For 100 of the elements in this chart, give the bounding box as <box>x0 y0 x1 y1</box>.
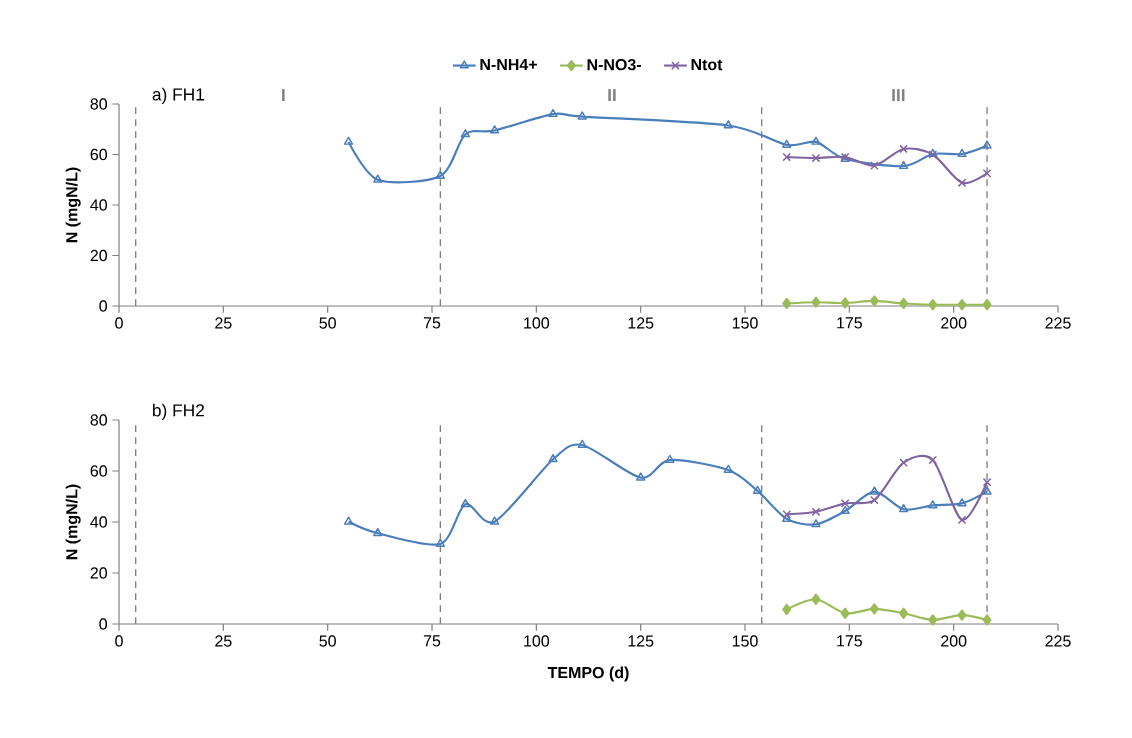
point <box>957 148 967 157</box>
point <box>577 111 587 120</box>
point <box>899 607 909 619</box>
y-tick-label: 80 <box>90 414 108 426</box>
point <box>957 498 967 507</box>
point <box>723 464 733 473</box>
point <box>899 297 909 310</box>
y-axis-title: N (mgN/L) <box>65 167 81 243</box>
point <box>869 295 879 307</box>
x-tick-label: 75 <box>423 317 441 329</box>
x-tick-label: 50 <box>319 635 336 647</box>
x-axis-title: TEMPO (d) <box>547 666 629 682</box>
y-tick-label: 60 <box>90 465 108 477</box>
point <box>982 140 992 149</box>
point <box>489 125 500 134</box>
point <box>957 515 967 525</box>
y-tick-label: 0 <box>99 618 108 630</box>
x-tick-label: 175 <box>837 317 862 329</box>
point <box>870 161 879 170</box>
point <box>343 136 354 145</box>
point <box>899 458 908 467</box>
x-tick-label: 50 <box>319 317 336 329</box>
point <box>548 453 558 463</box>
point <box>811 153 821 163</box>
point <box>957 299 967 311</box>
y-tick-label: 20 <box>90 249 108 262</box>
x-tick-label: 200 <box>941 635 967 647</box>
x-tick-label: 225 <box>1045 317 1071 329</box>
point <box>782 139 792 148</box>
x-tick-label: 100 <box>524 635 550 647</box>
x-tick-label: 25 <box>215 317 232 329</box>
y-axis-title: N (mgN/L) <box>65 484 81 560</box>
y-tick-label: 0 <box>99 300 108 312</box>
point <box>811 593 821 605</box>
y-tick-label: 60 <box>90 148 108 161</box>
point <box>957 609 967 621</box>
point <box>665 454 675 464</box>
x-tick-label: 75 <box>423 635 441 647</box>
y-tick-label: 80 <box>90 98 108 110</box>
point <box>870 495 879 505</box>
text: II <box>608 89 616 102</box>
point <box>811 519 821 528</box>
point <box>752 485 763 494</box>
x-tick-label: 25 <box>215 635 232 647</box>
text: III <box>892 89 905 102</box>
point <box>782 603 792 616</box>
point <box>460 129 471 138</box>
x-tick-label: 100 <box>524 317 550 329</box>
point <box>811 507 821 517</box>
point <box>928 299 938 311</box>
point <box>928 500 938 509</box>
x-tick-label: 225 <box>1045 635 1071 647</box>
point <box>982 299 992 311</box>
y-tick-label: 20 <box>90 567 108 579</box>
point <box>898 503 909 513</box>
x-tick-label: 175 <box>837 635 862 647</box>
point <box>957 178 967 188</box>
x-tick-label: 150 <box>732 635 758 647</box>
point <box>898 160 909 170</box>
point <box>577 439 587 448</box>
y-tick-label: 40 <box>90 199 108 211</box>
chart-title: b) FH2 <box>152 403 204 420</box>
point <box>928 614 938 626</box>
point <box>869 603 879 615</box>
x-tick-label: 200 <box>941 317 967 329</box>
point <box>723 120 733 129</box>
text: I <box>282 89 285 102</box>
x-tick-label: 125 <box>628 635 654 647</box>
y-tick-label: 40 <box>90 516 108 528</box>
point <box>840 505 850 515</box>
point <box>840 499 850 508</box>
point <box>928 455 938 465</box>
point <box>782 297 792 310</box>
point <box>840 607 850 619</box>
point <box>636 472 646 481</box>
point <box>869 486 880 495</box>
point <box>373 527 383 537</box>
point <box>489 516 500 525</box>
point <box>460 498 471 508</box>
point <box>782 152 792 162</box>
point <box>548 108 558 118</box>
x-tick-label: 0 <box>115 635 123 647</box>
legend-label: Ntot <box>691 59 723 71</box>
legend-label: N-NH4+ <box>480 59 537 71</box>
point <box>435 538 446 547</box>
x-tick-label: 0 <box>115 317 123 329</box>
point <box>435 170 446 179</box>
legend-label: N-NO3- <box>587 58 641 71</box>
chart-title: a) FH1 <box>152 87 205 105</box>
point <box>982 477 992 487</box>
point <box>899 144 908 154</box>
x-tick-label: 150 <box>732 317 758 329</box>
point <box>811 296 821 308</box>
point <box>343 516 354 525</box>
point <box>373 174 383 183</box>
point <box>811 136 821 145</box>
point <box>982 614 992 626</box>
point <box>840 297 850 309</box>
x-tick-label: 125 <box>628 317 654 329</box>
point <box>982 169 992 178</box>
